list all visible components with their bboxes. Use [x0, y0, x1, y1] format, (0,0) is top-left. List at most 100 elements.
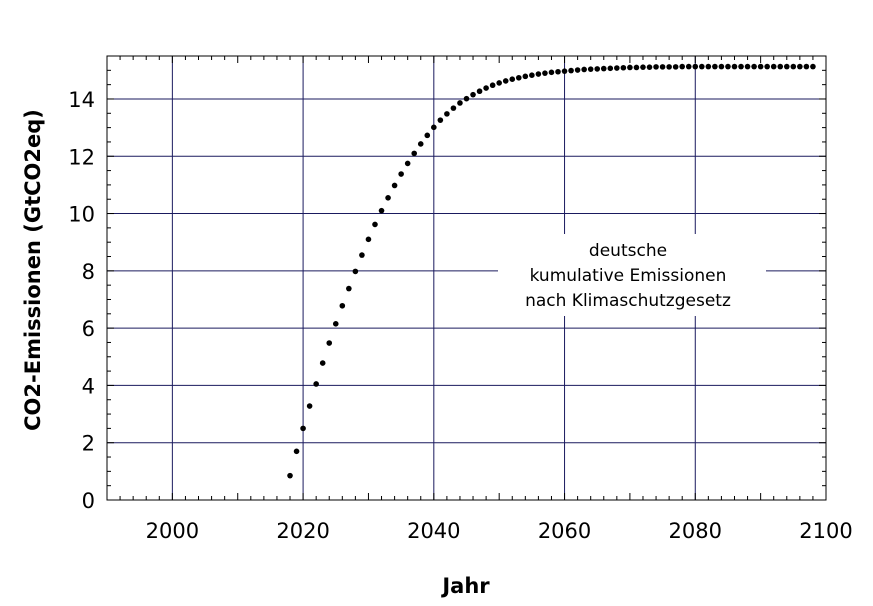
data-point	[685, 63, 692, 70]
data-point	[496, 80, 502, 86]
y-tick-label: 8	[82, 260, 95, 284]
annotation-box: deutsche kumulative Emissionen nach Klim…	[498, 234, 766, 316]
data-point	[535, 71, 542, 77]
data-point	[378, 207, 385, 214]
data-point	[581, 66, 587, 73]
data-point	[803, 63, 810, 70]
y-tick-label: 4	[82, 374, 95, 398]
data-point	[313, 381, 319, 387]
data-point	[810, 63, 816, 70]
data-point	[561, 68, 568, 74]
x-axis-title: Jahr	[440, 574, 490, 598]
data-point	[293, 448, 300, 455]
data-point	[476, 88, 483, 95]
annotation-line-2: kumulative Emissionen	[530, 266, 727, 286]
data-point	[483, 85, 489, 91]
y-tick-label: 10	[68, 203, 95, 227]
data-point	[300, 425, 306, 432]
data-point	[391, 182, 398, 189]
annotation-line-1: deutsche	[589, 241, 667, 261]
data-point	[352, 268, 359, 275]
data-point	[797, 63, 803, 70]
data-point	[332, 321, 339, 327]
data-point	[627, 64, 633, 71]
data-point	[489, 82, 496, 89]
data-point	[529, 72, 535, 78]
x-tick-label: 2080	[669, 519, 722, 543]
y-tick-label: 14	[68, 88, 95, 112]
y-tick-label: 2	[82, 432, 95, 456]
annotation-line-3: nach Klimaschutzgesetz	[525, 291, 731, 311]
data-point	[614, 65, 620, 71]
data-point	[705, 63, 712, 70]
plot-frame	[106, 55, 827, 501]
data-point	[431, 124, 437, 131]
data-point	[777, 63, 784, 70]
data-point	[744, 63, 751, 70]
data-point	[731, 63, 738, 70]
data-point	[346, 285, 352, 292]
data-point	[398, 171, 404, 177]
data-point	[411, 150, 418, 157]
data-point	[548, 69, 555, 76]
x-tick-label: 2020	[276, 519, 329, 543]
data-point	[359, 252, 365, 258]
data-point	[509, 76, 516, 83]
data-point	[555, 68, 561, 75]
x-tick-label: 2060	[538, 519, 591, 543]
data-point	[783, 63, 790, 70]
data-point	[522, 73, 529, 80]
data-point	[542, 70, 548, 76]
data-point	[502, 78, 509, 84]
data-point	[692, 63, 699, 70]
data-point	[679, 63, 685, 70]
data-point	[633, 64, 640, 71]
y-tick-labels: 0 2 4 6 8 10 12 14	[68, 88, 95, 513]
data-point	[424, 132, 431, 139]
x-tick-label: 2100	[799, 519, 852, 543]
data-point	[417, 141, 424, 147]
x-tick-label: 2040	[407, 519, 460, 543]
y-tick-label: 12	[68, 145, 95, 169]
data-point	[646, 64, 653, 70]
data-point	[444, 111, 450, 117]
data-point	[757, 63, 764, 70]
x-tick-label: 2000	[146, 519, 199, 543]
data-point	[666, 64, 672, 70]
data-point	[725, 63, 731, 70]
data-point	[319, 360, 326, 366]
data-point	[594, 66, 601, 72]
data-point	[751, 63, 757, 70]
data-point	[738, 63, 744, 70]
data-point	[457, 100, 463, 106]
data-point	[790, 63, 797, 70]
data-point	[404, 160, 411, 167]
data-point	[470, 91, 476, 98]
data-point	[385, 194, 391, 201]
data-point	[620, 64, 627, 71]
x-tick-labels: 2000 2020 2040 2060 2080 2100	[146, 519, 853, 543]
data-point	[764, 63, 770, 70]
data-point	[712, 63, 718, 70]
data-point	[568, 67, 574, 74]
data-point	[607, 65, 614, 72]
data-point	[450, 105, 457, 111]
data-point	[718, 63, 725, 70]
minor-ticks-layer	[107, 56, 826, 500]
data-point	[770, 63, 777, 70]
data-point	[600, 65, 607, 72]
data-point	[640, 64, 646, 70]
data-point	[437, 117, 444, 123]
data-point	[365, 236, 372, 243]
data-point	[372, 221, 378, 228]
data-point	[653, 64, 659, 70]
annotation-background	[498, 234, 766, 316]
data-point	[659, 64, 666, 70]
data-point	[326, 340, 333, 346]
data-point	[672, 64, 679, 70]
y-tick-label: 0	[82, 489, 95, 513]
y-tick-label: 6	[82, 317, 95, 341]
data-points-layer	[287, 63, 816, 479]
data-point	[463, 95, 470, 102]
